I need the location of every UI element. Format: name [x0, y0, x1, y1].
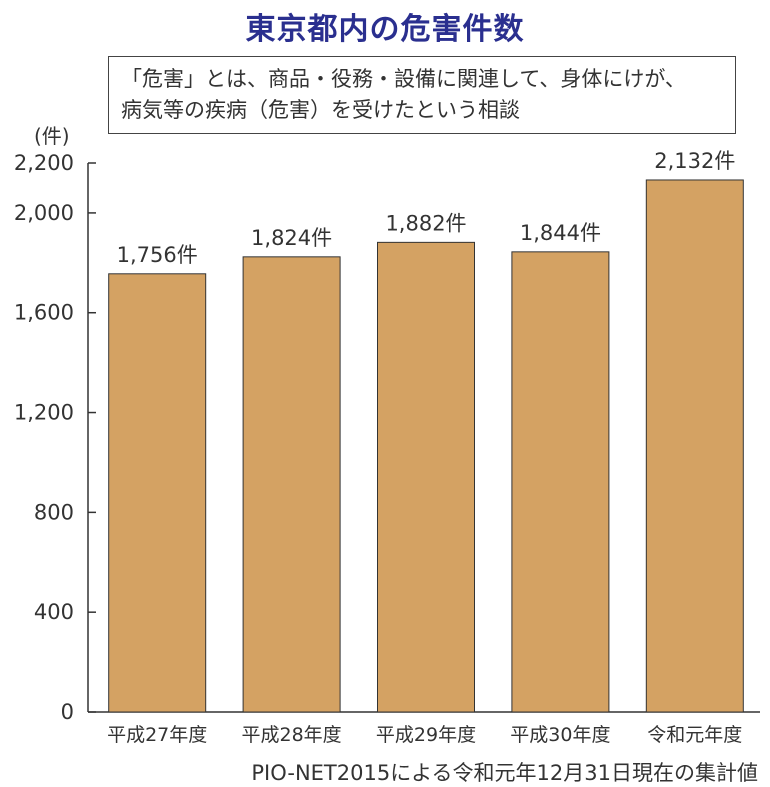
- x-category-label: 令和元年度: [647, 724, 742, 746]
- bar: [108, 273, 207, 713]
- bar-data-label: 1,756件: [117, 243, 198, 267]
- bar: [377, 241, 475, 713]
- y-tick-label: 400: [34, 600, 74, 624]
- x-category-label: 平成27年度: [107, 724, 207, 746]
- x-category-label: 平成30年度: [510, 724, 610, 746]
- bar: [511, 251, 610, 713]
- bar: [645, 179, 744, 713]
- y-tick-label: 2,000: [14, 201, 74, 225]
- y-axis-unit-label: (件): [34, 124, 70, 148]
- y-tick-label: 2,200: [14, 151, 74, 175]
- bar-data-label: 2,132件: [654, 149, 735, 173]
- y-tick-label: 1,200: [14, 401, 74, 425]
- y-tick-label: 800: [34, 500, 74, 524]
- bar: [242, 256, 341, 713]
- y-tick-label: 1,600: [14, 301, 74, 325]
- definition-note-box: 「危害」とは、商品・役務・設備に関連して、身体にけが、 病気等の疾病（危害）を受…: [108, 56, 736, 134]
- definition-note-line-2: 病気等の疾病（危害）を受けたという相談: [121, 98, 520, 122]
- x-category-label: 平成29年度: [376, 724, 476, 746]
- y-tick-label: 0: [61, 700, 74, 724]
- source-footnote: PIO-NET2015による令和元年12月31日現在の集計値: [251, 761, 758, 785]
- bar-data-label: 1,844件: [520, 221, 601, 245]
- bar-data-label: 1,882件: [385, 211, 466, 235]
- definition-note-line-1: 「危害」とは、商品・役務・設備に関連して、身体にけが、: [121, 67, 686, 91]
- chart-title: 東京都内の危害件数: [245, 12, 525, 47]
- bar-data-label: 1,824件: [251, 226, 332, 250]
- x-category-label: 平成28年度: [242, 724, 342, 746]
